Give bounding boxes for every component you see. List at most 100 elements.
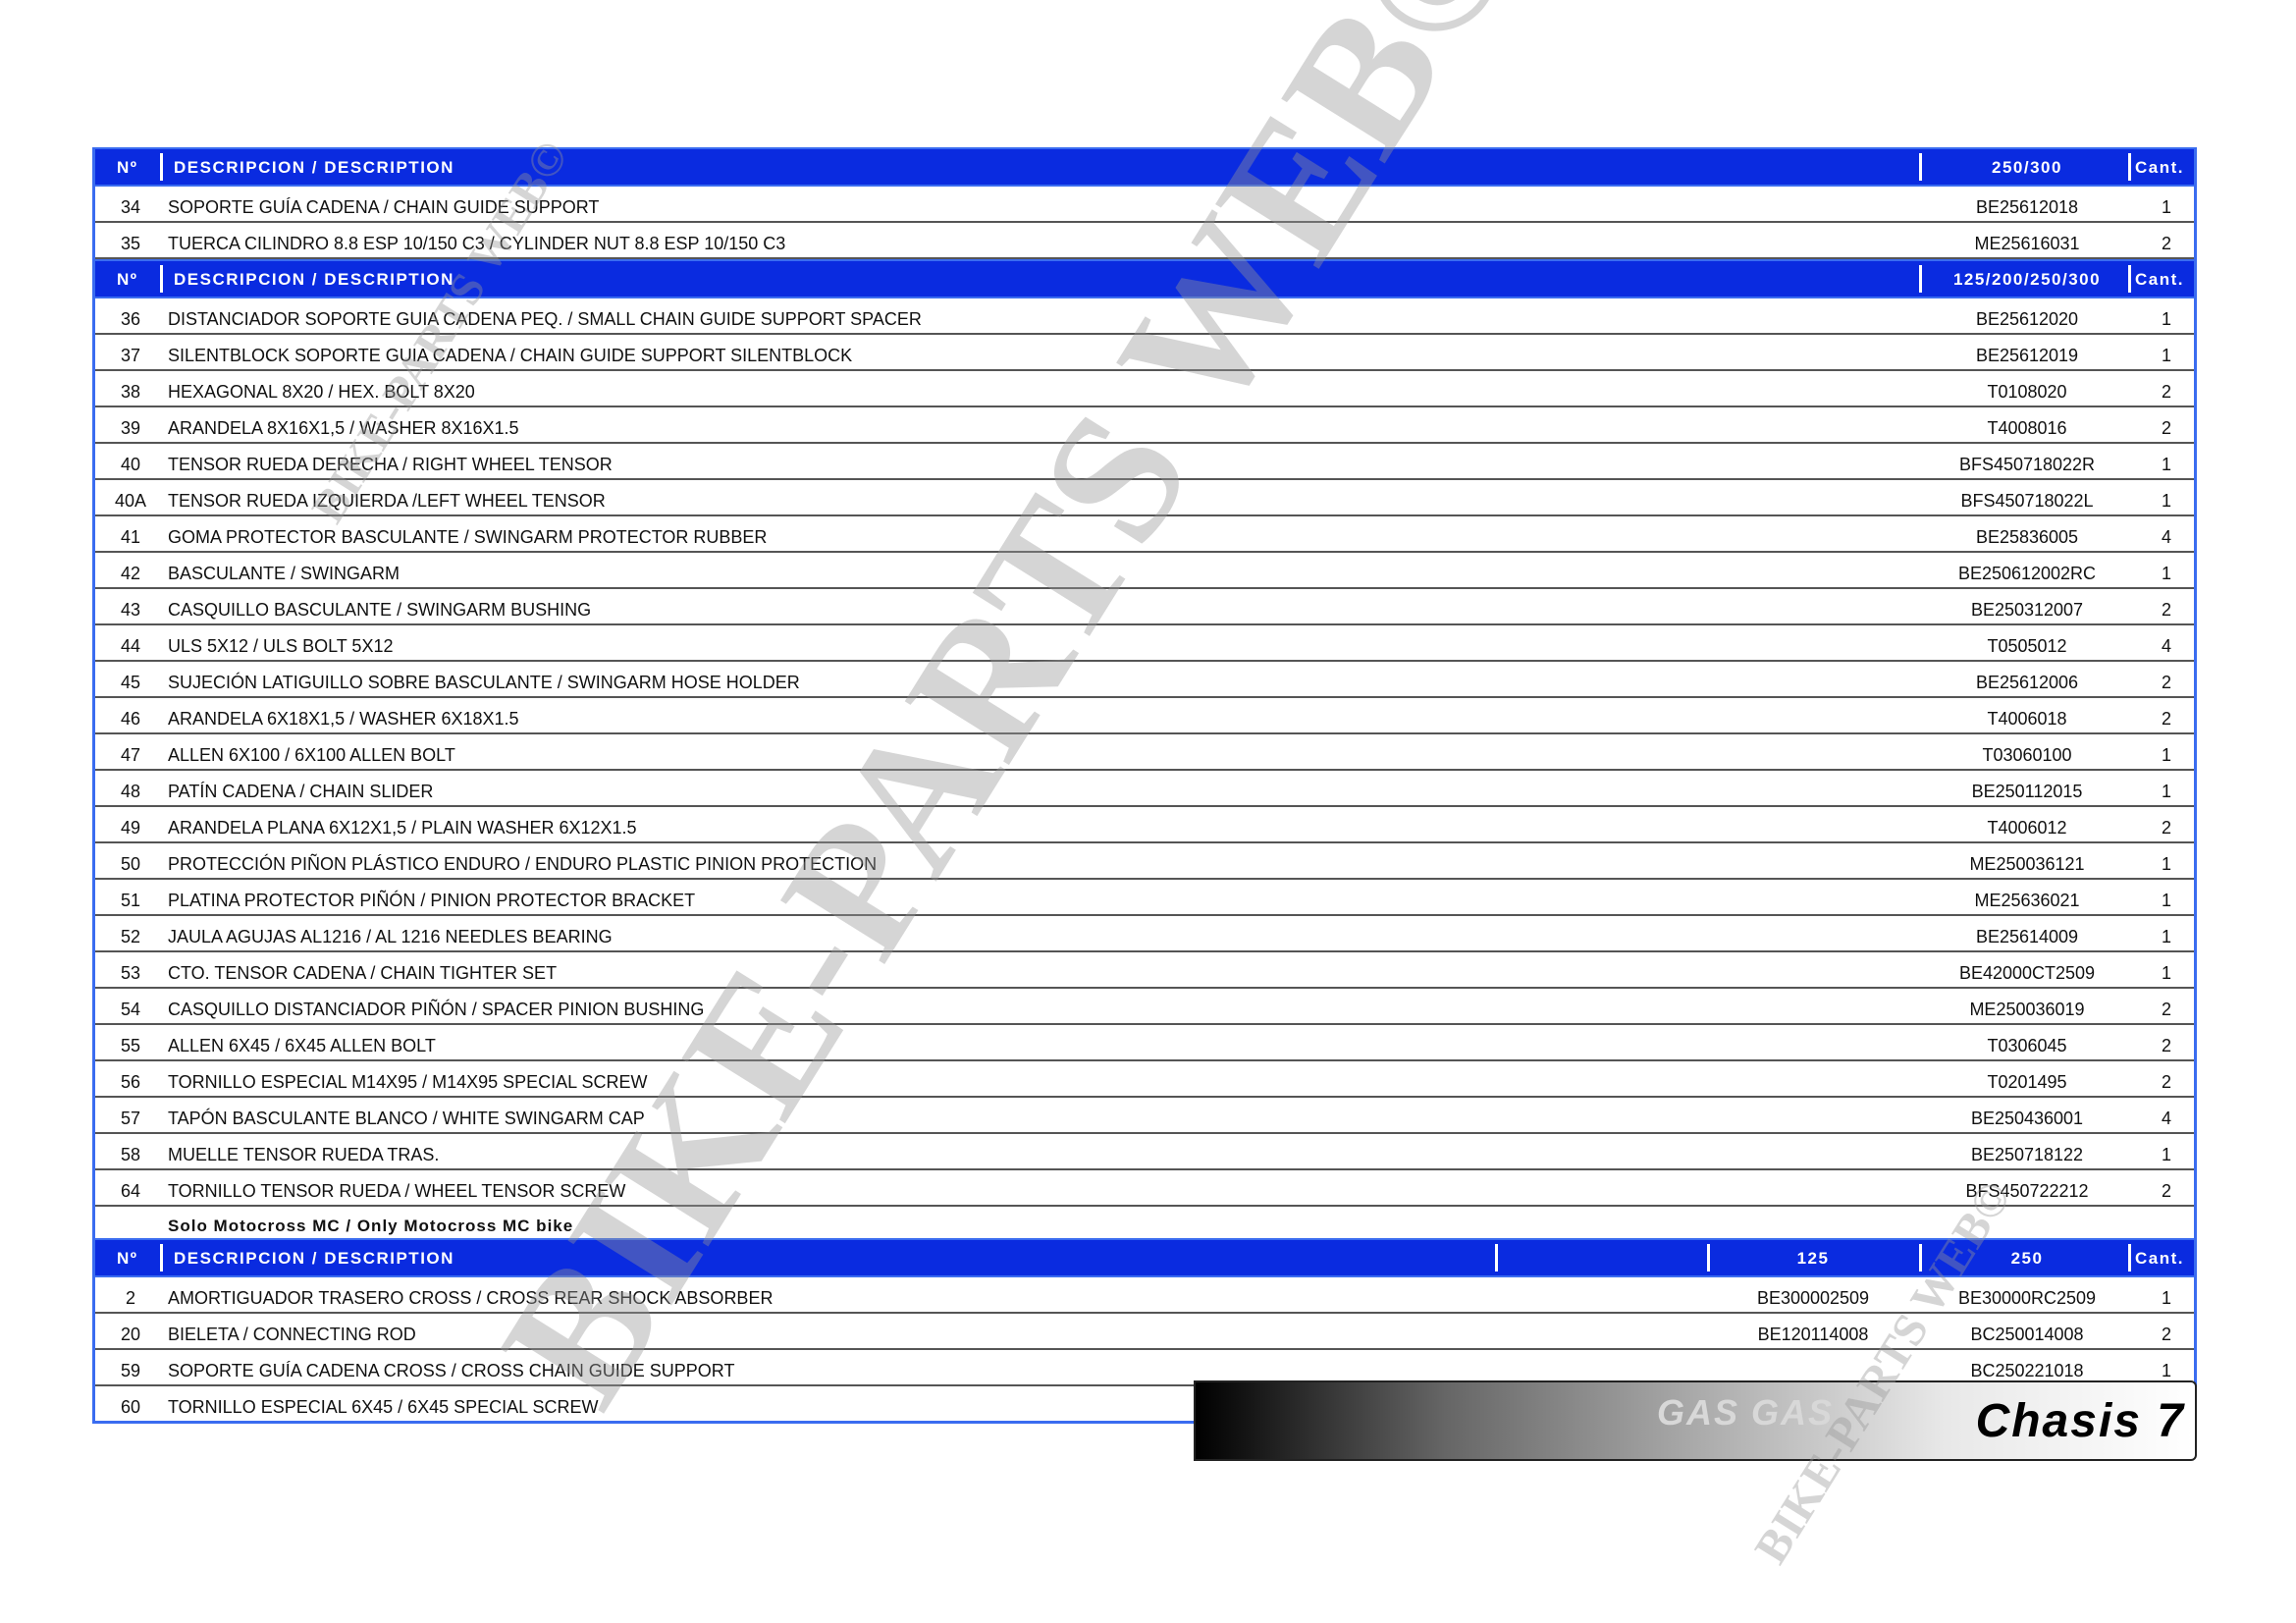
header-separator (1707, 1244, 1710, 1271)
part-quantity: 2 (2161, 1036, 2171, 1055)
header-separator (2128, 1244, 2131, 1271)
part-description: ALLEN 6X45 / 6X45 ALLEN BOLT (168, 1036, 436, 1055)
part-code: BE25612018 (1975, 197, 2079, 217)
header-qty: Cant. (2135, 1249, 2184, 1268)
part-description: SUJECIÓN LATIGUILLO SOBRE BASCULANTE / S… (168, 673, 800, 692)
part-description: BIELETA / CONNECTING ROD (168, 1325, 416, 1344)
part-code: BFS450718022R (1958, 455, 2096, 474)
part-number: 59 (120, 1361, 141, 1380)
part-description: MUELLE TENSOR RUEDA TRAS. (168, 1145, 440, 1164)
table-row[interactable]: 49 ARANDELA PLANA 6X12X1,5 / PLAIN WASHER… (95, 807, 2194, 843)
part-number: 46 (120, 709, 141, 729)
header-qty: Cant. (2135, 270, 2184, 289)
part-quantity: 2 (2161, 673, 2171, 692)
table-row[interactable]: 35 TUERCA CILINDRO 8.8 ESP 10/150 C3 / CY… (95, 223, 2194, 259)
table-row[interactable]: 57 TAPÓN BASCULANTE BLANCO / WHITE SWINGA… (95, 1098, 2194, 1134)
part-number: 39 (120, 418, 141, 438)
part-description: ARANDELA 8X16X1,5 / WASHER 8X16X1.5 (168, 418, 519, 438)
part-quantity: 1 (2161, 1145, 2171, 1164)
table-row[interactable]: 56 TORNILLO ESPECIAL M14X95 / M14X95 SPEC… (95, 1061, 2194, 1098)
table-row[interactable]: 2 AMORTIGUADOR TRASERO CROSS / CROSS REAR… (95, 1277, 2194, 1314)
table-row[interactable]: 41 GOMA PROTECTOR BASCULANTE / SWINGARM P… (95, 516, 2194, 553)
table-row[interactable]: 20 BIELETA / CONNECTING ROD BE120114008 BC2… (95, 1314, 2194, 1350)
part-code: T03060100 (1982, 745, 2072, 765)
table-row[interactable]: 52 JAULA AGUJAS AL1216 / AL 1216 NEEDLES … (95, 916, 2194, 952)
table-row[interactable]: 45 SUJECIÓN LATIGUILLO SOBRE BASCULANTE /… (95, 662, 2194, 698)
part-number: 45 (120, 673, 141, 692)
part-quantity: 2 (2161, 1181, 2171, 1201)
part-description: JAULA AGUJAS AL1216 / AL 1216 NEEDLES BE… (168, 927, 613, 947)
table-row[interactable]: 59 SOPORTE GUÍA CADENA CROSS / CROSS CHAI… (95, 1350, 2194, 1386)
part-code: ME250036121 (1969, 854, 2085, 874)
part-description: ARANDELA PLANA 6X12X1,5 / PLAIN WASHER 6… (168, 818, 637, 838)
part-code: ME250036019 (1969, 1000, 2085, 1019)
section-title: Chasis 7 (1975, 1395, 2185, 1447)
table-row[interactable]: 40 TENSOR RUEDA DERECHA / RIGHT WHEEL TEN… (95, 444, 2194, 480)
part-code: T0306045 (1987, 1036, 2067, 1055)
part-code: T0505012 (1987, 636, 2067, 656)
table-row[interactable]: 64 TORNILLO TENSOR RUEDA / WHEEL TENSOR S… (95, 1170, 2194, 1207)
part-quantity: 1 (2161, 455, 2171, 474)
part-number: 50 (120, 854, 141, 874)
part-quantity: 1 (2161, 782, 2171, 801)
part-code-125: BE120114008 (1757, 1325, 1869, 1344)
part-number: 60 (120, 1397, 141, 1417)
part-code: BE25612019 (1975, 346, 2079, 365)
part-number: 42 (120, 564, 141, 583)
part-code: T4008016 (1987, 418, 2067, 438)
table-row[interactable]: 51 PLATINA PROTECTOR PIÑÓN / PINION PROTE… (95, 880, 2194, 916)
part-quantity: 1 (2161, 309, 2171, 329)
header-separator (1919, 265, 1922, 293)
part-description: ALLEN 6X100 / 6X100 ALLEN BOLT (168, 745, 455, 765)
part-code-125: BE300002509 (1756, 1288, 1870, 1308)
table-row[interactable]: 47 ALLEN 6X100 / 6X100 ALLEN BOLT T0306010… (95, 734, 2194, 771)
header-model: 250/300 (1992, 158, 2062, 177)
table-row[interactable]: 50 PROTECCIÓN PIÑON PLÁSTICO ENDURO / END… (95, 843, 2194, 880)
part-description: CTO. TENSOR CADENA / CHAIN TIGHTER SET (168, 963, 558, 983)
table-row[interactable]: 36 DISTANCIADOR SOPORTE GUIA CADENA PEQ. … (95, 298, 2194, 335)
table-row[interactable]: 55 ALLEN 6X45 / 6X45 ALLEN BOLT T0306045 2 (95, 1025, 2194, 1061)
table-row[interactable]: 34 SOPORTE GUÍA CADENA / CHAIN GUIDE SUPP… (95, 187, 2194, 223)
header-separator (160, 1244, 163, 1271)
part-number: 58 (120, 1145, 141, 1164)
part-code: BE250612002RC (1957, 564, 2097, 583)
table-row[interactable]: 42 BASCULANTE / SWINGARM BE250612002RC 1 (95, 553, 2194, 589)
table-header: Nº DESCRIPCION / DESCRIPTION Cant. 125 250 (95, 1238, 2194, 1277)
table-row[interactable]: 54 CASQUILLO DISTANCIADOR PIÑÓN / SPACER … (95, 989, 2194, 1025)
part-quantity: 1 (2161, 197, 2171, 217)
part-description: PROTECCIÓN PIÑON PLÁSTICO ENDURO / ENDUR… (168, 854, 878, 874)
part-number: 34 (120, 197, 141, 217)
table-row[interactable]: 39 ARANDELA 8X16X1,5 / WASHER 8X16X1.5 T40… (95, 407, 2194, 444)
part-description: GOMA PROTECTOR BASCULANTE / SWINGARM PRO… (168, 527, 768, 547)
header-no: Nº (117, 270, 138, 289)
part-number: 36 (120, 309, 141, 329)
table-header: Nº DESCRIPCION / DESCRIPTION Cant. 125/200/… (95, 259, 2194, 298)
part-quantity: 4 (2161, 1109, 2171, 1128)
part-quantity: 2 (2161, 1000, 2171, 1019)
part-quantity: 2 (2161, 382, 2171, 402)
part-number: 35 (120, 234, 141, 253)
part-number: 40A (114, 491, 147, 511)
table-row[interactable]: 40A TENSOR RUEDA IZQUIERDA /LEFT WHEEL TE… (95, 480, 2194, 516)
table-row[interactable]: 37 SILENTBLOCK SOPORTE GUIA CADENA / CHAI… (95, 335, 2194, 371)
part-quantity: 1 (2161, 346, 2171, 365)
table-row[interactable]: 58 MUELLE TENSOR RUEDA TRAS. BE250718122 1 (95, 1134, 2194, 1170)
header-separator (1919, 1244, 1922, 1271)
header-separator (2128, 153, 2131, 181)
part-description: TAPÓN BASCULANTE BLANCO / WHITE SWINGARM… (168, 1109, 645, 1128)
part-code: T0108020 (1987, 382, 2067, 402)
table-row[interactable]: 38 HEXAGONAL 8X20 / HEX. BOLT 8X20 T010802… (95, 371, 2194, 407)
table-row[interactable]: 53 CTO. TENSOR CADENA / CHAIN TIGHTER SET… (95, 952, 2194, 989)
table-row[interactable]: 44 ULS 5X12 / ULS BOLT 5X12 T0505012 4 (95, 625, 2194, 662)
part-quantity: 2 (2161, 818, 2171, 838)
part-code: BE250112015 (1971, 782, 2083, 801)
part-number: 52 (120, 927, 141, 947)
part-description: AMORTIGUADOR TRASERO CROSS / CROSS REAR … (168, 1288, 774, 1308)
table-row[interactable]: 43 CASQUILLO BASCULANTE / SWINGARM BUSHIN… (95, 589, 2194, 625)
mc-note: Solo Motocross MC / Only Motocross MC bi… (95, 1207, 2194, 1238)
part-quantity: 1 (2161, 745, 2171, 765)
part-description: TENSOR RUEDA DERECHA / RIGHT WHEEL TENSO… (168, 455, 613, 474)
part-code: BE250436001 (1970, 1109, 2084, 1128)
table-row[interactable]: 46 ARANDELA 6X18X1,5 / WASHER 6X18X1.5 T40… (95, 698, 2194, 734)
table-row[interactable]: 48 PATÍN CADENA / CHAIN SLIDER BE250112015… (95, 771, 2194, 807)
